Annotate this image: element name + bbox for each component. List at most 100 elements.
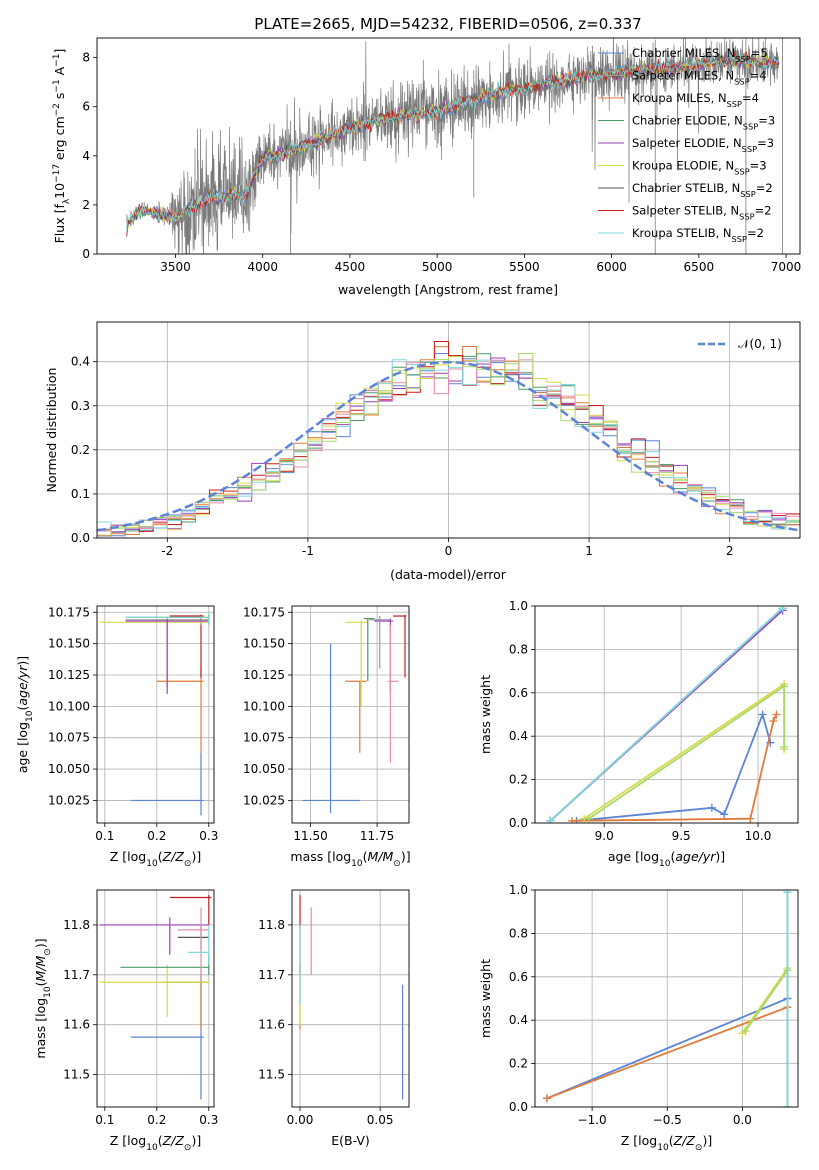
weight-line-kroupa_miles (546, 1006, 788, 1100)
axes-frame: 0.1 0.2 0.3 11.5 11.6 11.7 11.8 Z [log10(Z/Z⊙)]… (33, 889, 218, 1153)
x-tick-label: 5500 (509, 260, 540, 274)
legend-label-gaussian: 𝒩(0, 1) (738, 337, 782, 351)
weight-marker-kroupa_miles (567, 816, 576, 823)
x-axis-label: (data-model)/error (390, 567, 507, 582)
axes-border (96, 605, 215, 824)
y-tick-label: 0.0 (71, 531, 90, 545)
y-tick-label: 10.100 (243, 699, 285, 713)
legend-label-kroupa_elodie: Kroupa ELODIE, NSSP=3 (632, 159, 767, 177)
y-tick-label: 11.5 (258, 1068, 285, 1082)
plot-area (97, 606, 214, 823)
residuals-panel: -2 -1 0 1 2 0.0 0.1 0.2 0.3 0.4 (data-model)/error… (44, 321, 801, 582)
x-tick-label: 11.50 (293, 829, 327, 843)
y-tick-label: 11.6 (63, 1018, 90, 1032)
y-axis-label: mass weight (478, 959, 493, 1038)
x-tick-label: 5000 (422, 260, 453, 274)
x-tick-label: 0.3 (199, 1113, 218, 1127)
weight-marker-lime (741, 1027, 750, 1036)
age-vs-mass-panel: 11.50 11.75 10.025 10.050 10.075 10.100 10.125… (243, 605, 411, 869)
x-tick-label: −0.5 (653, 1113, 682, 1127)
mass-vs-metallicity-panel: 0.1 0.2 0.3 11.5 11.6 11.7 11.8 Z [log10(Z/Z⊙)]… (33, 889, 218, 1153)
y-tick-label: 0.4 (509, 729, 528, 743)
y-tick-label: 10.025 (243, 793, 285, 807)
x-tick-label: 4000 (247, 260, 278, 274)
axes-border (96, 321, 801, 539)
x-tick-label: 0.0 (733, 1113, 752, 1127)
axes-border (96, 889, 215, 1108)
weight-marker-lime (780, 743, 789, 752)
y-tick-label: 6 (82, 100, 90, 114)
plot-content (299, 894, 404, 1100)
y-tick-label: 1.0 (509, 599, 528, 613)
x-tick-label: 0.00 (287, 1113, 314, 1127)
y-tick-label: 0.4 (71, 355, 90, 369)
y-tick-label: 0.3 (71, 399, 90, 413)
plot-area (535, 890, 798, 1107)
y-tick-label: 10.075 (48, 731, 90, 745)
axes-frame: −1.0 −0.5 0.0 0.0 0.2 0.4 0.6 0.8 1.0 Z [log10(Z/… (478, 883, 799, 1153)
x-tick-label: -2 (161, 544, 173, 558)
y-tick-label: 0.2 (509, 773, 528, 787)
plot-area (292, 606, 409, 823)
x-tick-label: 7000 (771, 260, 802, 274)
weight-line-kroupa_miles (571, 714, 778, 822)
figure-title: PLATE=2665, MJD=54232, FIBERID=0506, z=0… (254, 15, 641, 33)
y-tick-label: 0.1 (71, 487, 90, 501)
y-tick-label: 10.125 (243, 668, 285, 682)
x-tick-label: 0.3 (199, 829, 218, 843)
y-tick-label: 0.8 (509, 642, 528, 656)
y-tick-label: 0.8 (509, 926, 528, 940)
mass-weight-vs-age-panel: 9.0 9.5 10.0 0.0 0.2 0.4 0.6 0.8 1.0 age [log10(a… (478, 599, 799, 869)
y-tick-label: 10.025 (48, 793, 90, 807)
x-tick-label: 0.05 (367, 1113, 394, 1127)
weight-line-chabrier_miles (546, 997, 788, 1100)
y-tick-label: 11.7 (258, 968, 285, 982)
age-vs-metallicity-panel: 0.1 0.2 0.3 10.025 10.050 10.075 10.100 10.125 1… (15, 605, 218, 869)
plot-content (546, 606, 789, 823)
legend-label-chabrier_elodie: Chabrier ELODIE, NSSP=3 (632, 114, 775, 132)
x-axis-label: Z [log10(Z/Z⊙)] (621, 1133, 712, 1153)
model-line-kroupa_stelib (126, 53, 780, 232)
weight-marker-kroupa_miles (746, 814, 755, 823)
axes-border (534, 605, 799, 824)
y-tick-label: 8 (82, 51, 90, 65)
x-tick-label: 6500 (684, 260, 715, 274)
x-tick-label: 0 (445, 544, 453, 558)
legend-label-salpeter_miles: Salpeter MILES, NSSP=4 (632, 69, 767, 87)
weight-marker-chabrier_miles (707, 803, 716, 812)
x-axis-label: mass [log10(M/M⊙)] (290, 849, 410, 869)
x-tick-label: −1.0 (578, 1113, 607, 1127)
y-tick-label: 0.6 (509, 686, 528, 700)
plot-content (302, 614, 407, 813)
y-tick-label: 0.0 (509, 816, 528, 830)
legend-label-salpeter_elodie: Salpeter ELODIE, NSSP=3 (632, 136, 774, 154)
gaussian-curve (97, 360, 800, 532)
legend-label-kroupa_stelib: Kroupa STELIB, NSSP=2 (632, 226, 764, 244)
plot-area (97, 38, 800, 254)
plot-content (99, 894, 212, 1100)
weight-marker-kroupa_stelib (546, 816, 555, 823)
weight-marker-kroupa_miles (772, 710, 781, 719)
spectrum-panel: 3500 4000 4500 5000 5500 6000 6500 7000 0 2 4 6 8 wav… (52, 37, 802, 297)
y-tick-label: 10.175 (48, 605, 90, 619)
axes-frame: 0.1 0.2 0.3 10.025 10.050 10.075 10.100 10.125 1… (15, 605, 218, 869)
y-axis-label: Normed distribution (44, 368, 59, 493)
y-tick-label: 10.125 (48, 668, 90, 682)
y-tick-label: 10.075 (243, 731, 285, 745)
x-axis-label: Z [log10(Z/Z⊙)] (110, 849, 201, 869)
weight-marker-chabrier_miles (758, 710, 767, 719)
y-axis-label: age [log10(age/yr)] (15, 656, 35, 773)
weight-marker-lime (584, 814, 593, 823)
weight-line-kroupa_stelib (549, 607, 784, 822)
y-tick-label: 10.150 (243, 637, 285, 651)
y-tick-label: 10.150 (48, 637, 90, 651)
x-tick-label: 2 (726, 544, 734, 558)
y-tick-label: 0.2 (71, 443, 90, 457)
x-tick-label: 10.0 (745, 829, 772, 843)
x-tick-label: 11.75 (360, 829, 394, 843)
y-tick-label: 11.5 (63, 1068, 90, 1082)
y-tick-label: 11.8 (258, 918, 285, 932)
y-tick-label: 0.6 (509, 970, 528, 984)
y-tick-label: 10.050 (243, 762, 285, 776)
